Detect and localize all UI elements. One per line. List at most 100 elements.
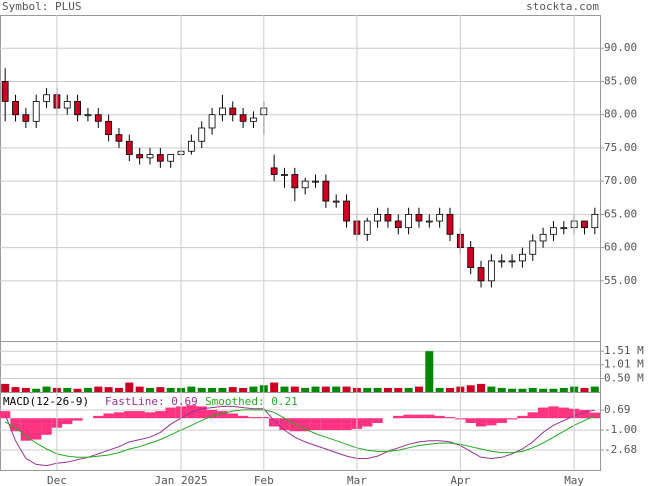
- candle-body: [198, 127, 206, 142]
- candle-body: [529, 240, 537, 255]
- volume-bar: [135, 386, 144, 392]
- volume-bar: [270, 382, 279, 392]
- macd-histogram: [41, 418, 52, 435]
- macd-histogram: [496, 418, 507, 423]
- y-tick-label: 85.00: [604, 74, 637, 87]
- macd-histogram: [279, 418, 290, 431]
- volume-bar: [342, 386, 351, 392]
- candle-body: [508, 260, 516, 263]
- volume-bar: [114, 387, 123, 392]
- symbol-label: Symbol: PLUS: [2, 0, 81, 13]
- macd-histogram: [155, 411, 166, 419]
- candle-body: [291, 174, 299, 189]
- macd-histogram: [527, 412, 538, 419]
- volume-bar: [125, 382, 134, 392]
- y-tick-label: 0.69: [604, 403, 631, 416]
- volume-bar: [197, 387, 206, 392]
- candle-body: [229, 107, 237, 116]
- y-tick-label: 55.00: [604, 274, 637, 287]
- candle-body: [146, 154, 154, 159]
- volume-bar: [146, 387, 154, 392]
- volume-bar: [559, 387, 568, 392]
- volume-bar: [63, 387, 72, 392]
- macd-histogram: [134, 411, 145, 419]
- legend-entry: Smoothed: 0.21: [205, 395, 298, 408]
- macd-histogram: [227, 413, 238, 419]
- volume-bar: [228, 387, 237, 392]
- plot-frame: [0, 15, 601, 471]
- volume-bar: [466, 385, 475, 392]
- x-tick-label: Mar: [347, 474, 367, 486]
- volume-bar: [528, 387, 537, 392]
- volume-bar: [549, 388, 558, 392]
- volume-bar: [42, 386, 51, 392]
- macd-histogram: [506, 418, 518, 420]
- candle-body: [467, 247, 475, 268]
- macd-histogram: [331, 418, 342, 431]
- candle-body: [105, 120, 113, 136]
- macd-histogram: [486, 418, 497, 426]
- volume-bar: [280, 386, 289, 392]
- volume-bar: [518, 388, 527, 392]
- macd-histogram: [444, 417, 456, 419]
- volume-bar: [239, 387, 248, 392]
- volume-bar: [1, 383, 10, 392]
- candle-body: [187, 140, 195, 152]
- macd-histogram: [589, 412, 600, 419]
- candle-body: [22, 114, 30, 122]
- candle-body: [581, 220, 588, 229]
- x-tick-label: May: [564, 474, 584, 486]
- macd-histogram: [93, 415, 104, 419]
- macd-histogram: [268, 418, 280, 427]
- volume-bar: [11, 387, 20, 392]
- legend-entry: FastLine: 0.69: [105, 395, 198, 408]
- macd-histogram: [237, 415, 249, 419]
- y-tick-label: 0.50 M: [604, 371, 644, 384]
- candle-body: [239, 114, 247, 122]
- macd-histogram: [124, 411, 135, 419]
- macd-histogram: [310, 418, 321, 431]
- macd-histogram: [0, 411, 11, 419]
- candle-body: [374, 213, 381, 222]
- y-tick-label: 65.00: [604, 207, 637, 220]
- volume-bar: [21, 387, 30, 392]
- candle-body: [125, 140, 133, 155]
- macd-histogram: [413, 414, 425, 419]
- macd-histogram: [217, 411, 228, 419]
- candle-body: [550, 227, 557, 235]
- candle-body: [281, 174, 288, 176]
- volume-bar: [373, 387, 382, 392]
- volume-bar: [290, 386, 299, 392]
- candle-body: [208, 114, 216, 129]
- volume-bar: [435, 387, 444, 392]
- candle-body: [519, 253, 526, 262]
- candle-body: [84, 114, 92, 117]
- candle-body: [384, 213, 392, 222]
- volume-bar: [383, 387, 392, 392]
- macd-histogram: [558, 407, 569, 419]
- volume-bar: [218, 387, 227, 392]
- volume-bar: [508, 388, 517, 392]
- macd-histogram: [72, 418, 83, 421]
- candle-body: [415, 213, 423, 222]
- volume-bar: [311, 386, 320, 392]
- candle-body: [322, 180, 330, 202]
- candle-body: [332, 200, 340, 203]
- volume-bar: [590, 386, 599, 392]
- macd-histogram: [10, 418, 21, 432]
- candle-body: [446, 213, 454, 235]
- macd-histogram: [579, 409, 590, 419]
- candle-body: [32, 101, 40, 122]
- candle-body: [498, 260, 506, 263]
- macd-histogram: [424, 414, 435, 419]
- candle-body: [591, 213, 599, 229]
- x-tick-label: Jan 2025: [155, 474, 208, 486]
- volume-bar: [321, 386, 330, 392]
- volume-bar: [580, 387, 589, 392]
- candle-body: [312, 180, 319, 183]
- macd-histogram: [196, 406, 207, 419]
- macd-histogram: [548, 406, 559, 419]
- candle-body: [425, 220, 433, 223]
- volume-bar: [83, 387, 92, 392]
- candle-body: [343, 200, 350, 222]
